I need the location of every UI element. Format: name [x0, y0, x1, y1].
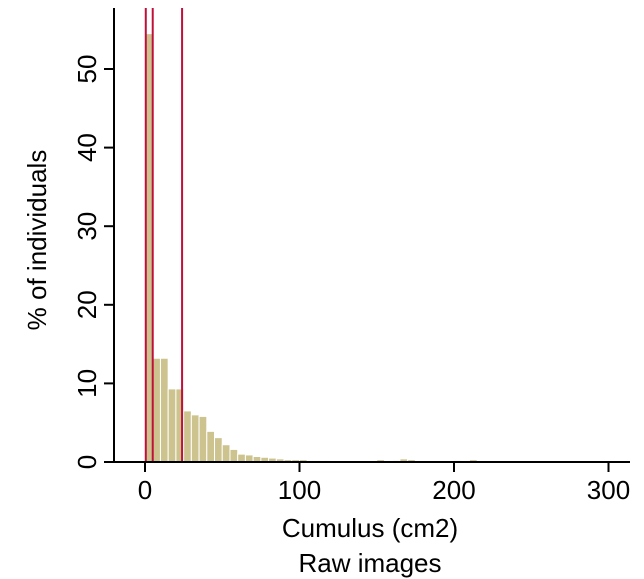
histogram-bar: [198, 415, 208, 463]
y-tick-label: 20: [72, 290, 102, 319]
histogram-bar: [152, 357, 161, 463]
y-tick-label: 10: [72, 369, 102, 398]
histogram-bar: [237, 453, 246, 463]
histogram-bar: [183, 410, 192, 463]
y-tick-label: 0: [72, 455, 102, 469]
y-tick-label: 30: [72, 212, 102, 241]
x-tick-label: 200: [432, 475, 475, 505]
reference-lines: [144, 8, 184, 462]
x-axis-subtitle: Raw images: [298, 548, 441, 578]
y-axis-title: % of individuals: [22, 150, 52, 331]
histogram-bar: [206, 430, 216, 463]
histogram-bar: [221, 444, 231, 463]
x-tick-label: 100: [278, 475, 321, 505]
histogram-bar: [244, 454, 254, 463]
x-tick-label: 300: [587, 475, 630, 505]
y-tick-label: 40: [72, 133, 102, 162]
histogram-bar: [190, 414, 200, 463]
axes: 0 100 200 300 0 10 20 30 40 50: [72, 8, 630, 505]
histogram-bar: [167, 388, 177, 463]
histogram-bar: [229, 448, 239, 463]
histogram-bar: [214, 437, 223, 463]
y-tick-label: 50: [72, 55, 102, 84]
histogram-bar: [159, 357, 169, 463]
x-axis-title: Cumulus (cm2): [282, 513, 458, 543]
x-tick-label: 0: [138, 475, 152, 505]
histogram-bars: [144, 33, 478, 463]
